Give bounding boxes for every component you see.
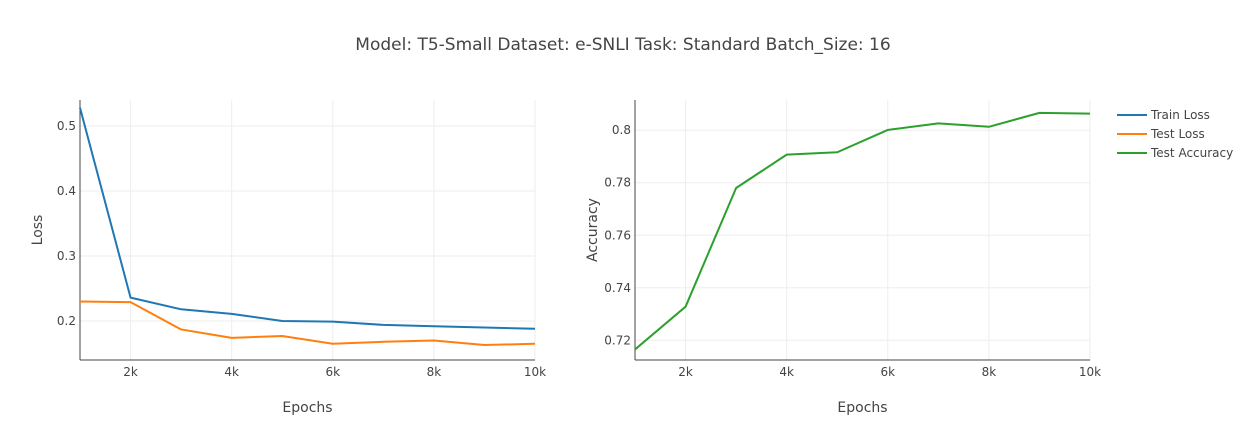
accuracy-y-tick-label: 0.76 — [604, 228, 631, 242]
loss-x-tick-label: 6k — [325, 365, 340, 379]
loss-x-axis-title: Epochs — [282, 400, 332, 416]
loss-x-tick-label: 2k — [123, 365, 138, 379]
loss-x-tick-label: 4k — [224, 365, 239, 379]
accuracy-subplot: 2k 4k 6k 8k 10k 0.72 0.74 0.76 0.78 0.8 Epochs Accu… — [585, 100, 1101, 416]
accuracy-x-axis-title: Epochs — [837, 400, 887, 416]
accuracy-x-tick-label: 4k — [779, 365, 794, 379]
accuracy-x-tick-label: 10k — [1079, 365, 1101, 379]
accuracy-y-tick-label: 0.8 — [612, 123, 631, 137]
train-loss-line — [79, 107, 536, 330]
accuracy-x-tick-label: 8k — [982, 365, 997, 379]
legend-label-test-loss: Test Loss — [1150, 127, 1205, 141]
accuracy-y-tick-label: 0.74 — [604, 281, 631, 295]
loss-y-tick-label: 0.2 — [57, 314, 76, 328]
loss-subplot: 2k 4k 6k 8k 10k 0.2 0.3 0.4 0.5 Epochs Loss — [30, 100, 546, 416]
accuracy-x-tick-label: 2k — [678, 365, 693, 379]
loss-y-tick-label: 0.5 — [57, 119, 76, 133]
accuracy-y-tick-label: 0.78 — [604, 176, 631, 190]
loss-x-tick-label: 8k — [427, 365, 442, 379]
accuracy-x-tick-label: 6k — [880, 365, 895, 379]
loss-y-axis-title: Loss — [30, 215, 46, 246]
chart-title: Model: T5-Small Dataset: e-SNLI Task: St… — [355, 35, 890, 55]
loss-y-tick-label: 0.4 — [57, 184, 76, 198]
legend: Train Loss Test Loss Test Accuracy — [1117, 108, 1233, 160]
legend-label-train-loss: Train Loss — [1150, 108, 1210, 122]
test-accuracy-line — [634, 111, 1091, 351]
accuracy-y-tick-label: 0.72 — [604, 333, 631, 347]
accuracy-y-axis-title: Accuracy — [585, 198, 601, 262]
loss-x-tick-label: 10k — [524, 365, 546, 379]
loss-y-tick-label: 0.3 — [57, 249, 76, 263]
legend-label-test-accuracy: Test Accuracy — [1150, 146, 1233, 160]
test-loss-line — [79, 300, 536, 347]
